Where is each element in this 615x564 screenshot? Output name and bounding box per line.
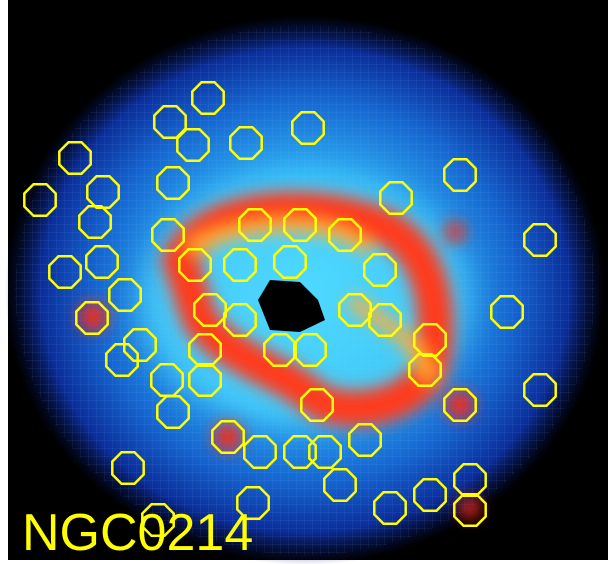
galaxy-map: NGC0214 [0, 0, 615, 564]
page: NGC0214 (() => { const data = JSON.parse… [0, 0, 615, 564]
galaxy-label: NGC0214 [22, 504, 253, 562]
